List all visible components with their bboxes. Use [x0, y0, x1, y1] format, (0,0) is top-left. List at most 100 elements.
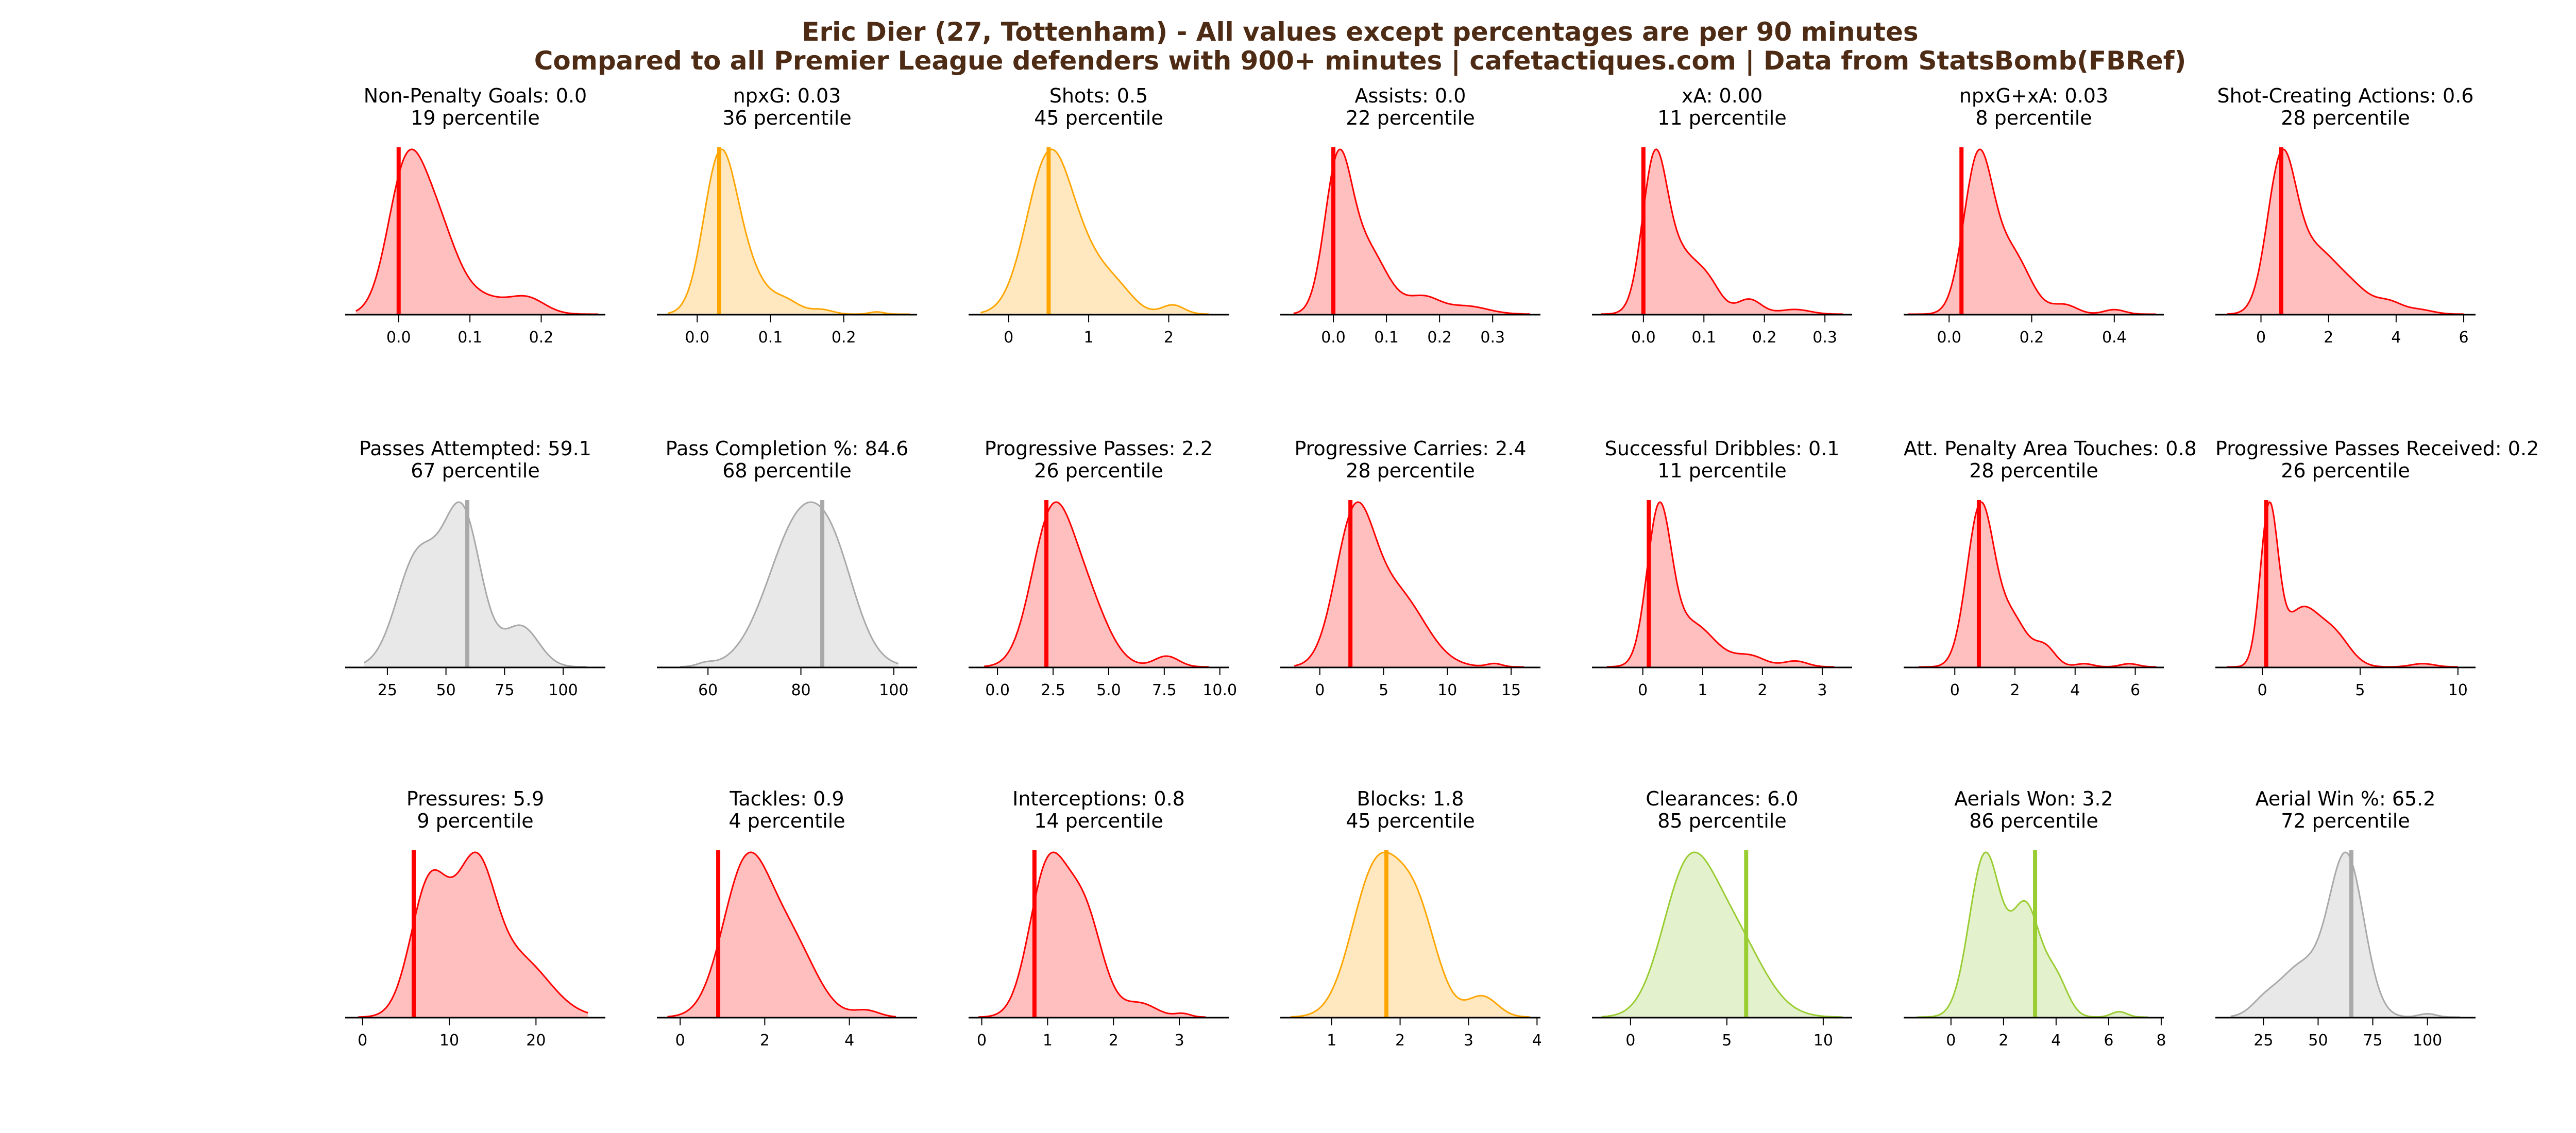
panel-metric-label: Non-Penalty Goals: 0.0 [363, 84, 587, 107]
panel-metric-label: Blocks: 1.8 [1357, 787, 1464, 810]
x-tick-label: 6 [2130, 681, 2140, 699]
kde-curve [1294, 501, 1524, 668]
x-tick-label: 4 [2051, 1032, 2061, 1050]
panel-title: Aerials Won: 3.2 86 percentile [1904, 788, 2164, 832]
kde-panel-passes-attempted: Passes Attempted: 59.1 67 percentile 25 50 7… [345, 438, 654, 716]
panel-percentile-label: 4 percentile [728, 810, 845, 832]
x-tick-label: 2.5 [1041, 681, 1065, 699]
kde-panel-pass-completion: Pass Completion %: 84.6 68 percentile 60 80… [657, 438, 966, 716]
kde-panel-aerial-win: Aerial Win %: 65.2 72 percentile 25 50 75 100 [2215, 788, 2524, 1066]
kde-area [2230, 852, 2461, 1017]
panel-metric-label: Successful Dribbles: 0.1 [1604, 437, 1840, 460]
panel-metric-label: Progressive Carries: 2.4 [1294, 437, 1527, 460]
x-tick-label: 5 [1379, 681, 1388, 699]
figure-title-line2: Compared to all Premier League defenders… [534, 46, 2187, 76]
x-tick-label: 0.4 [2102, 329, 2127, 347]
x-tick-label: 0.0 [1937, 329, 1961, 347]
panel-percentile-label: 45 percentile [1346, 810, 1475, 832]
kde-area [1601, 149, 1843, 314]
panel-metric-label: Pass Completion %: 84.6 [665, 437, 909, 460]
panel-percentile-label: 85 percentile [1657, 810, 1787, 832]
kde-panel-successful-dribbles: Successful Dribbles: 0.1 11 percentile 0 1 2… [1592, 438, 1901, 716]
kde-panel-non-penalty-goals: Non-Penalty Goals: 0.0 19 percentile 0.0 0.… [345, 85, 654, 363]
kde-plot: 25 50 75 100 [2215, 850, 2476, 1050]
panel-title: Non-Penalty Goals: 0.0 19 percentile [345, 85, 605, 129]
kde-plot: 1 2 3 4 [1280, 850, 1542, 1050]
x-tick-label: 15 [1501, 681, 1521, 699]
kde-plot: 0 2 4 [657, 850, 917, 1050]
kde-area [1607, 502, 1835, 667]
panel-percentile-label: 22 percentile [1346, 107, 1475, 129]
kde-panel-progressive-passes: Progressive Passes: 2.2 26 percentile 0.0 2… [969, 438, 1278, 716]
x-tick-label: 0.3 [1480, 329, 1505, 347]
panel-percentile-label: 9 percentile [417, 810, 534, 832]
x-tick-label: 75 [2363, 1032, 2382, 1050]
panel-metric-label: Assists: 0.0 [1354, 84, 1466, 107]
kde-plot: 0 2 4 6 [1904, 500, 2164, 699]
panel-percentile-label: 8 percentile [1975, 107, 2092, 129]
x-tick-label: 0.1 [457, 329, 482, 347]
x-tick-label: 0 [977, 1032, 987, 1050]
x-tick-label: 80 [791, 681, 810, 699]
kde-area [364, 502, 587, 667]
x-tick-label: 0.0 [685, 329, 709, 347]
x-tick-label: 0 [358, 1032, 367, 1050]
panel-title: Shot-Creating Actions: 0.6 28 percentile [2215, 85, 2476, 129]
x-tick-label: 0.1 [758, 329, 783, 347]
panel-title: npxG+xA: 0.03 8 percentile [1904, 85, 2164, 129]
kde-plot: 0 1 2 3 [1592, 500, 1852, 699]
x-tick-label: 5.0 [1096, 681, 1121, 699]
x-tick-label: 4 [2070, 681, 2080, 699]
kde-plot: 0.0 0.1 0.2 0.3 [1592, 147, 1852, 347]
panel-metric-label: Tackles: 0.9 [730, 787, 844, 810]
kde-panel-npxg: npxG: 0.03 36 percentile 0.0 0.1 0.2 [657, 85, 966, 363]
kde-curve [363, 501, 587, 668]
x-tick-label: 10 [439, 1032, 459, 1050]
panel-title: Assists: 0.0 22 percentile [1280, 85, 1540, 129]
panel-metric-label: Clearances: 6.0 [1646, 787, 1799, 810]
kde-panel-progressive-passes-received: Progressive Passes Received: 0.2 26 perce… [2215, 438, 2539, 716]
x-tick-label: 3 [1464, 1032, 1473, 1050]
panel-title: Att. Penalty Area Touches: 0.8 28 percent… [1904, 438, 2197, 482]
panel-title: Passes Attempted: 59.1 67 percentile [345, 438, 605, 482]
kde-area [2227, 149, 2464, 314]
x-tick-label: 100 [2413, 1032, 2442, 1050]
x-tick-label: 0 [675, 1032, 685, 1050]
x-tick-label: 7.5 [1152, 681, 1177, 699]
kde-area [984, 502, 1209, 667]
x-tick-label: 8 [2156, 1032, 2166, 1050]
panel-metric-label: npxG+xA: 0.03 [1959, 84, 2109, 107]
kde-panel-shot-creating-actions: Shot-Creating Actions: 0.6 28 percentile 0… [2215, 85, 2524, 363]
panel-title: Pressures: 5.9 9 percentile [345, 788, 605, 832]
x-tick-label: 2 [1757, 681, 1767, 699]
x-tick-label: 1 [1698, 681, 1707, 699]
x-tick-label: 0 [1625, 1032, 1635, 1050]
kde-panel-att-penalty-area-touches: Att. Penalty Area Touches: 0.8 28 percent… [1904, 438, 2213, 716]
kde-area [980, 149, 1209, 314]
panel-title: Aerial Win %: 65.2 72 percentile [2215, 788, 2476, 832]
x-tick-label: 2 [2010, 681, 2020, 699]
panel-percentile-label: 14 percentile [1034, 810, 1163, 832]
kde-curve [978, 851, 1206, 1018]
kde-plot: 0 5 10 [2215, 500, 2476, 699]
panel-percentile-label: 26 percentile [1034, 459, 1163, 482]
x-tick-label: 5 [2355, 681, 2365, 699]
kde-plot: 0.0 0.1 0.2 0.3 [1280, 147, 1540, 347]
kde-curve [667, 851, 896, 1018]
figure-title: Eric Dier (27, Tottenham) - All values e… [0, 18, 2576, 75]
x-tick-label: 5 [1722, 1032, 1732, 1050]
x-tick-label: 50 [436, 681, 456, 699]
kde-curve [1919, 501, 2157, 668]
x-tick-label: 0.2 [529, 329, 554, 347]
kde-plot: 0 5 10 [1592, 850, 1852, 1050]
kde-area [1293, 149, 1530, 314]
panel-percentile-label: 36 percentile [722, 107, 852, 129]
panel-metric-label: Shot-Creating Actions: 0.6 [2217, 84, 2474, 107]
x-tick-label: 0 [1946, 1032, 1956, 1050]
kde-curve [355, 148, 599, 315]
kde-area [1290, 852, 1531, 1017]
x-tick-label: 2 [1395, 1032, 1405, 1050]
x-tick-label: 25 [378, 681, 397, 699]
panel-percentile-label: 11 percentile [1657, 107, 1787, 129]
